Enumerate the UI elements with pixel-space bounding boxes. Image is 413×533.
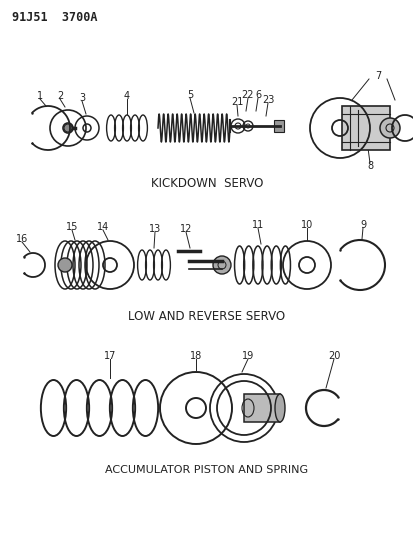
Text: 9: 9 [359,220,365,230]
Text: 10: 10 [300,220,312,230]
Text: 7: 7 [374,71,380,81]
Circle shape [64,124,72,132]
Text: 12: 12 [179,224,192,234]
Text: 23: 23 [261,95,273,105]
Text: 91J51  3700A: 91J51 3700A [12,11,97,24]
Circle shape [212,256,230,274]
Bar [341,106,389,150]
Text: 22: 22 [241,90,254,100]
Text: 17: 17 [104,351,116,361]
Text: 6: 6 [254,90,261,100]
Text: 15: 15 [66,222,78,232]
Text: 19: 19 [241,351,254,361]
Text: 16: 16 [16,234,28,244]
Ellipse shape [274,394,284,422]
Text: 5: 5 [186,90,192,100]
Text: 18: 18 [190,351,202,361]
Text: 8: 8 [366,161,372,171]
Text: 14: 14 [97,222,109,232]
Text: 11: 11 [251,220,263,230]
Text: 4: 4 [123,91,130,101]
Text: KICKDOWN  SERVO: KICKDOWN SERVO [150,176,263,190]
Circle shape [379,118,399,138]
Bar [273,120,283,132]
Bar [243,394,279,422]
Text: 20: 20 [327,351,339,361]
Text: ACCUMULATOR PISTON AND SPRING: ACCUMULATOR PISTON AND SPRING [105,465,308,475]
Text: 1: 1 [37,91,43,101]
Text: LOW AND REVERSE SERVO: LOW AND REVERSE SERVO [128,311,285,324]
Text: 2: 2 [57,91,63,101]
Text: 13: 13 [149,224,161,234]
Text: 21: 21 [230,97,242,107]
Circle shape [58,258,72,272]
Text: 3: 3 [79,93,85,103]
